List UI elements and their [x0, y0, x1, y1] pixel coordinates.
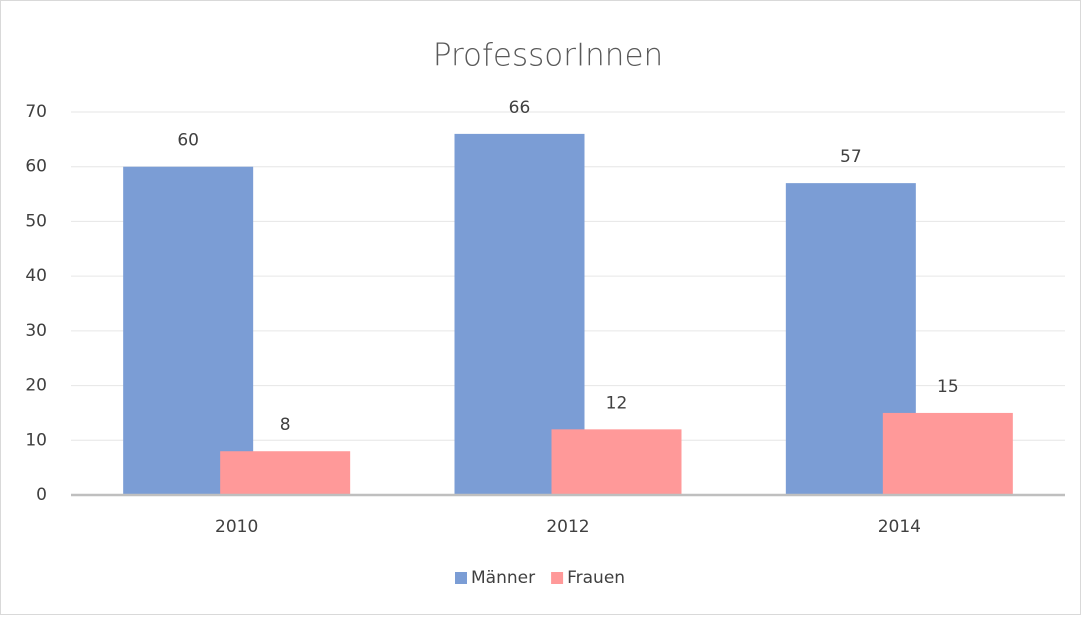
x-tick-label: 2012: [546, 517, 589, 537]
data-label: 66: [509, 98, 531, 118]
y-tick-label: 10: [25, 430, 47, 450]
y-tick-label: 20: [25, 376, 47, 396]
y-tick-label: 60: [25, 157, 47, 177]
legend-label: Frauen: [567, 568, 625, 588]
legend-label: Männer: [471, 568, 535, 588]
legend-swatch: [455, 572, 467, 584]
y-tick-label: 40: [25, 266, 47, 286]
data-label: 15: [937, 377, 959, 397]
y-tick-label: 50: [25, 211, 47, 231]
data-label: 8: [280, 415, 291, 435]
y-tick-label: 70: [25, 102, 47, 122]
data-label: 12: [606, 393, 628, 413]
y-tick-label: 30: [25, 321, 47, 341]
bar: [123, 166, 254, 495]
data-label: 57: [840, 147, 862, 167]
bar: [220, 451, 351, 495]
x-tick-label: 2010: [215, 517, 258, 537]
legend-swatch: [551, 572, 564, 584]
data-label: 60: [177, 131, 199, 151]
chart-title: ProfessorInnen: [433, 38, 663, 74]
bar: [551, 429, 682, 495]
y-tick-label: 0: [36, 485, 47, 505]
bar: [882, 412, 1013, 495]
x-tick-label: 2014: [878, 517, 921, 537]
